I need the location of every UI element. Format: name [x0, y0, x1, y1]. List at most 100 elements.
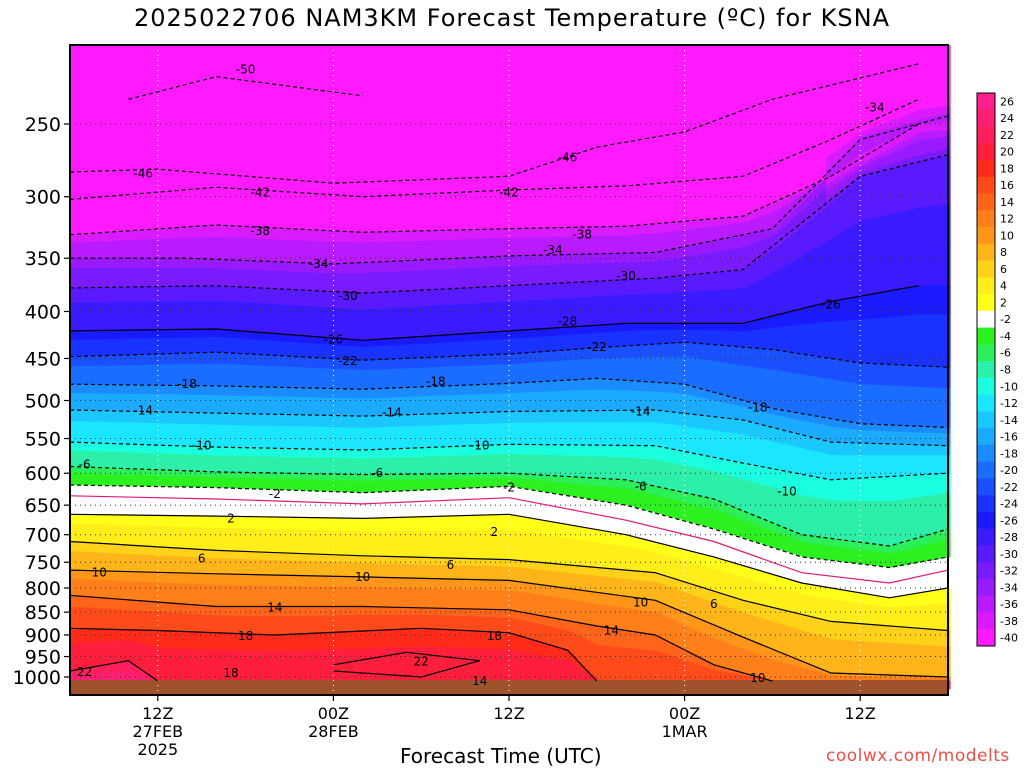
contour-label: 6	[198, 552, 206, 566]
source-credit: coolwx.com/modelts	[826, 746, 1010, 766]
colorbar-cell	[977, 177, 995, 194]
colorbar-label: -12	[1000, 397, 1018, 410]
colorbar-cell	[977, 227, 995, 244]
colorbar-cell	[977, 261, 995, 278]
contour-label: 14	[267, 600, 282, 614]
y-tick-label: 900	[25, 625, 61, 647]
contour-label: -46	[558, 151, 578, 165]
surface-band	[70, 680, 948, 695]
contour-label: -18	[426, 375, 446, 389]
y-tick-label: 450	[25, 348, 61, 370]
contour-label: -38	[572, 228, 592, 242]
colorbar-label: -18	[1000, 447, 1018, 460]
colorbar-cell	[977, 512, 995, 529]
y-tick-label: 850	[25, 602, 61, 624]
contour-label: -26	[821, 297, 841, 311]
contour-label: 6	[710, 597, 718, 611]
colorbar-label: -20	[1000, 464, 1018, 477]
y-tick-label: 300	[25, 187, 61, 209]
colorbar-label: -38	[1000, 615, 1018, 628]
contour-label: -2	[503, 481, 515, 495]
colorbar-label: -6	[1000, 347, 1011, 360]
colorbar-label: 14	[1000, 196, 1014, 209]
colorbar-label: -22	[1000, 481, 1018, 494]
colorbar-label: -14	[1000, 414, 1018, 427]
contour-label: -34	[309, 257, 329, 271]
colorbar-cell	[977, 194, 995, 211]
contour-label: -28	[558, 314, 578, 328]
colorbar-cell	[977, 579, 995, 596]
y-tick-label: 250	[25, 114, 61, 136]
contour-label: 10	[750, 671, 765, 685]
contour-label: -18	[177, 377, 197, 391]
x-tick-label: 2025	[137, 740, 178, 759]
colorbar-cell	[977, 294, 995, 311]
colorbar-cell	[977, 529, 995, 546]
contour-label: 18	[238, 629, 253, 643]
colorbar-label: -24	[1000, 498, 1018, 511]
colorbar-cell	[977, 210, 995, 227]
x-tick-label: 1MAR	[662, 722, 708, 741]
contour-label: 2	[491, 525, 499, 539]
contour-label: -2	[269, 487, 281, 501]
colorbar-label: 12	[1000, 213, 1014, 226]
contour-label: -42	[499, 186, 519, 200]
y-tick-label: 750	[25, 552, 61, 574]
colorbar-cell	[977, 110, 995, 127]
contour-label: 10	[633, 596, 648, 610]
x-tick-label: 12Z	[845, 704, 876, 723]
contour-label: -30	[616, 269, 636, 283]
colorbar-cell	[977, 562, 995, 579]
colorbar-cell	[977, 478, 995, 495]
colorbar-label: -28	[1000, 531, 1018, 544]
contour-label: -14	[631, 405, 651, 419]
contour-label: 14	[472, 674, 487, 688]
colorbar-label: -32	[1000, 565, 1018, 578]
colorbar-cell	[977, 428, 995, 445]
colorbar-cell	[977, 361, 995, 378]
colorbar-cell	[977, 395, 995, 412]
contour-label: -26	[324, 332, 344, 346]
colorbar-label: 8	[1000, 246, 1007, 259]
colorbar-cell	[977, 596, 995, 613]
colorbar-cell	[977, 127, 995, 144]
colorbar-label: -30	[1000, 548, 1018, 561]
y-tick-label: 950	[25, 647, 61, 669]
y-tick-label: 650	[25, 495, 61, 517]
y-tick-label: 350	[25, 248, 61, 270]
colorbar-label: -10	[1000, 380, 1018, 393]
y-tick-label: 400	[25, 301, 61, 323]
colorbar-cell	[977, 545, 995, 562]
colorbar-label: 10	[1000, 229, 1014, 242]
colorbar-label: 6	[1000, 263, 1007, 276]
contour-label: -22	[338, 354, 358, 368]
contour-label: 18	[223, 666, 238, 680]
colorbar-cell	[977, 143, 995, 160]
temperature-fill	[70, 45, 951, 689]
contour-label: -10	[470, 439, 490, 453]
contour-label: -10	[777, 484, 797, 498]
colorbar-label: -36	[1000, 598, 1018, 611]
colorbar-cell	[977, 629, 995, 646]
colorbar-label: -26	[1000, 514, 1018, 527]
x-tick-label: 12Z	[142, 704, 173, 723]
contour-label: 22	[414, 655, 429, 669]
x-tick-label: 28FEB	[308, 722, 359, 741]
colorbar-label: 16	[1000, 179, 1014, 192]
colorbar-cell	[977, 411, 995, 428]
contour-label: -46	[133, 166, 153, 180]
x-axis-label: Forecast Time (UTC)	[400, 744, 602, 768]
colorbar-cell	[977, 244, 995, 261]
colorbar-cell	[977, 612, 995, 629]
y-tick-label: 600	[25, 463, 61, 485]
colorbar-cell	[977, 160, 995, 177]
colorbar-label: 26	[1000, 95, 1014, 108]
y-tick-label: 800	[25, 578, 61, 600]
colorbar-label: -16	[1000, 431, 1018, 444]
y-tick-label: 500	[25, 391, 61, 413]
contour-label: -34	[865, 101, 885, 115]
colorbar-cell	[977, 495, 995, 512]
contour-label: -14	[382, 405, 402, 419]
x-tick-label: 12Z	[493, 704, 524, 723]
contour-label: 14	[604, 624, 619, 638]
